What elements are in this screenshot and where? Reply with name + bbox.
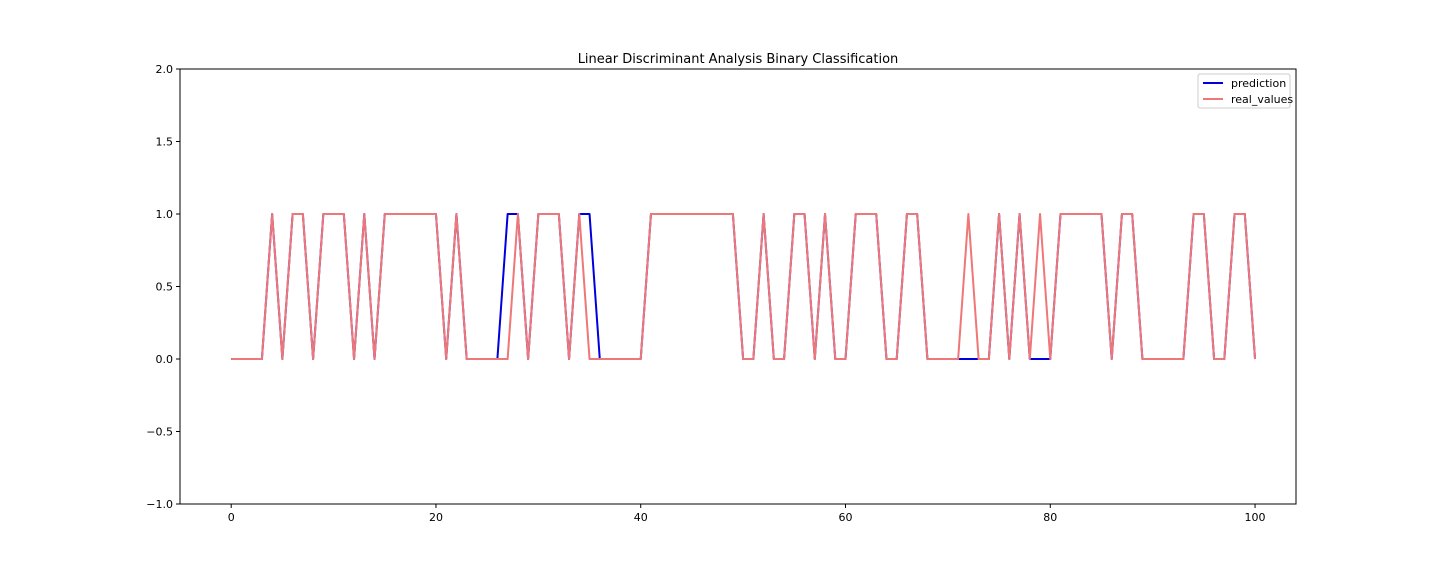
x-tick-label: 20 (429, 511, 443, 524)
series-line-real-values (231, 213, 1257, 360)
legend: prediction real_values (1197, 73, 1293, 109)
series-layer (231, 213, 1257, 360)
x-tick-label: 80 (1043, 511, 1057, 524)
x-axis: 0 20 40 60 80 100 (228, 504, 1266, 524)
x-tick-label: 100 (1245, 511, 1266, 524)
y-tick-label: 2.0 (156, 63, 174, 76)
legend-label-real-values: real_values (1231, 93, 1293, 106)
y-tick-label: 0.0 (156, 353, 174, 366)
y-tick-label: −1.0 (146, 498, 173, 511)
y-tick-label: −0.5 (146, 426, 173, 439)
legend-label-prediction: prediction (1231, 77, 1286, 90)
chart-title: Linear Discriminant Analysis Binary Clas… (578, 52, 899, 67)
y-tick-label: 0.5 (156, 281, 174, 294)
y-tick-label: 1.5 (156, 136, 174, 149)
x-tick-label: 40 (634, 511, 648, 524)
x-tick-label: 0 (228, 511, 235, 524)
x-tick-label: 60 (839, 511, 853, 524)
y-axis: −1.0 −0.5 0.0 0.5 1.0 1.5 2.0 (146, 63, 180, 511)
y-tick-label: 1.0 (156, 208, 174, 221)
